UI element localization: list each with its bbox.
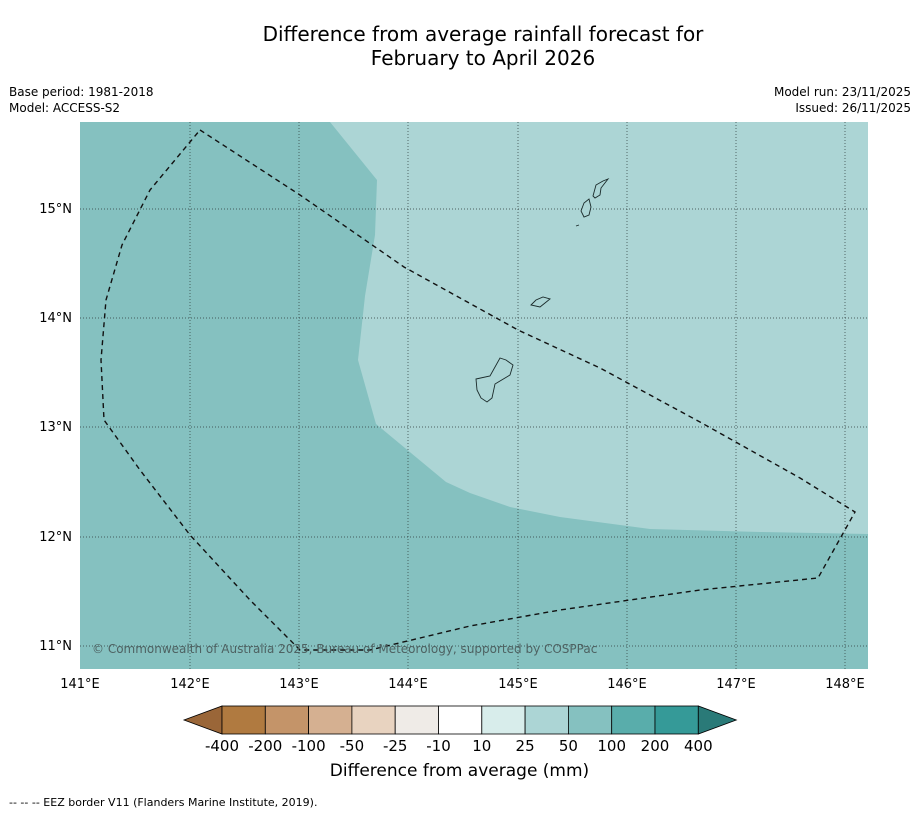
islands: [475, 177, 610, 403]
colorbar: [182, 705, 738, 735]
lat-tick-labels: 15°N 14°N 13°N 12°N 11°N: [39, 202, 72, 654]
lon-tick: 146°E: [607, 677, 647, 692]
colorbar-tick-label: 50: [558, 737, 578, 755]
colorbar-segment: [264, 705, 309, 735]
chart-title: Difference from average rainfall forecas…: [0, 22, 919, 70]
colorbar-segment: [611, 705, 656, 735]
region-50-100: [330, 122, 868, 534]
colorbar-tick-label: -400: [204, 737, 240, 755]
island-saipan: [592, 177, 610, 199]
island-rota: [530, 296, 551, 308]
meta-left: Base period: 1981-2018 Model: ACCESS-S2: [9, 84, 154, 116]
colorbar-segment: [221, 705, 266, 735]
colorbar-tick-label: -10: [426, 737, 451, 755]
title-line-1: Difference from average rainfall forecas…: [262, 22, 704, 46]
lon-tick: 142°E: [170, 677, 210, 692]
base-period: Base period: 1981-2018: [9, 85, 154, 99]
colorbar-segment: [654, 705, 699, 735]
colorbar-segment: [481, 705, 526, 735]
lat-tick: 12°N: [39, 530, 72, 545]
island-aguijan: [575, 224, 580, 227]
colorbar-tick-label: 25: [515, 737, 535, 755]
eez-border: [100, 129, 856, 651]
island-guam: [475, 357, 514, 403]
colorbar-tick-label: 200: [640, 737, 670, 755]
colorbar-segment: [438, 705, 483, 735]
colorbar-title: Difference from average (mm): [329, 761, 590, 781]
lon-tick: 143°E: [279, 677, 319, 692]
colorbar-tick-label: -25: [382, 737, 408, 755]
colorbar-tick-label: -50: [339, 737, 365, 755]
forecast-map: © Commonwealth of Australia 2025, Bureau…: [39, 122, 868, 735]
colorbar-tick-label: 100: [597, 737, 627, 755]
colorbar-segment: [394, 705, 439, 735]
colorbar-tick-label: 400: [683, 737, 713, 755]
colorbar-segment: [351, 705, 396, 735]
lon-tick: 144°E: [388, 677, 428, 692]
lat-tick: 13°N: [39, 420, 72, 435]
colorbar-extend-high: [697, 705, 738, 735]
model-name: Model: ACCESS-S2: [9, 101, 121, 115]
lon-tick: 147°E: [716, 677, 756, 692]
lon-tick-labels: 141°E 142°E 143°E 144°E 145°E 146°E 147°…: [60, 677, 865, 692]
colorbar-segment: [524, 705, 569, 735]
colorbar-segment: [568, 705, 613, 735]
model-run: Model run: 23/11/2025: [773, 85, 911, 99]
lat-tick: 11°N: [39, 639, 72, 654]
copyright-text: © Commonwealth of Australia 2025, Bureau…: [92, 642, 597, 656]
colorbar-tick-label: -200: [248, 737, 283, 755]
lat-tick: 15°N: [39, 202, 72, 217]
lon-tick: 141°E: [60, 677, 100, 692]
lat-tick: 14°N: [39, 311, 72, 326]
footnote: -- -- -- EEZ border V11 (Flanders Marine…: [9, 796, 318, 809]
title-line-2: February to April 2026: [370, 46, 596, 70]
lon-tick: 145°E: [498, 677, 538, 692]
meta-right: Model run: 23/11/2025 Issued: 26/11/2025: [774, 84, 911, 116]
colorbar-extend-low: [182, 705, 223, 735]
colorbar-tick-label: 10: [472, 737, 492, 755]
lon-tick: 148°E: [825, 677, 865, 692]
issued-date: Issued: 26/11/2025: [795, 101, 911, 115]
grid-lines: [80, 122, 868, 669]
colorbar-segment: [308, 705, 353, 735]
island-tinian: [580, 198, 592, 218]
colorbar-tick-label: -100: [291, 737, 326, 755]
